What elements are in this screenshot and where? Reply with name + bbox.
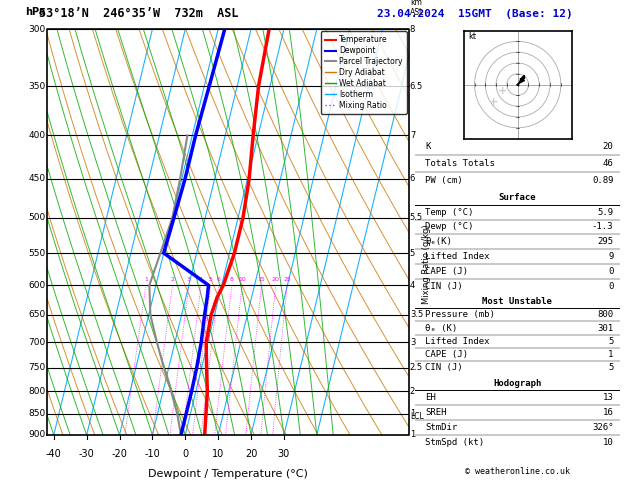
Text: hPa: hPa: [25, 7, 45, 17]
Text: Surface: Surface: [499, 193, 536, 202]
Text: 10: 10: [238, 277, 246, 282]
Text: 700: 700: [28, 338, 45, 347]
Text: 600: 600: [28, 281, 45, 290]
Text: θₑ(K): θₑ(K): [425, 237, 452, 246]
Text: 25: 25: [283, 277, 291, 282]
Text: 5: 5: [608, 363, 613, 372]
Text: 1: 1: [410, 409, 415, 418]
Text: 20: 20: [603, 142, 613, 151]
Text: 10: 10: [212, 449, 225, 459]
Text: 301: 301: [598, 324, 613, 332]
Text: θₑ (K): θₑ (K): [425, 324, 458, 332]
Text: 4: 4: [410, 281, 415, 290]
Text: 7: 7: [410, 131, 415, 140]
Text: 2: 2: [410, 387, 415, 396]
Legend: Temperature, Dewpoint, Parcel Trajectory, Dry Adiabat, Wet Adiabat, Isotherm, Mi: Temperature, Dewpoint, Parcel Trajectory…: [321, 32, 406, 114]
Text: 2: 2: [170, 277, 174, 282]
Text: 23.04.2024  15GMT  (Base: 12): 23.04.2024 15GMT (Base: 12): [377, 9, 573, 18]
Text: 5: 5: [209, 277, 213, 282]
Text: 500: 500: [28, 213, 45, 223]
Text: 1: 1: [608, 350, 613, 359]
Text: 1: 1: [410, 431, 415, 439]
Text: EH: EH: [425, 393, 436, 402]
Text: StmSpd (kt): StmSpd (kt): [425, 438, 484, 447]
Text: 0: 0: [608, 267, 613, 276]
Text: Lifted Index: Lifted Index: [425, 337, 490, 346]
Text: -40: -40: [46, 449, 62, 459]
Text: 350: 350: [28, 82, 45, 90]
Text: 3: 3: [187, 277, 191, 282]
Text: PW (cm): PW (cm): [425, 175, 463, 185]
Text: Most Unstable: Most Unstable: [482, 297, 552, 306]
Text: 0.89: 0.89: [592, 175, 613, 185]
Text: 1: 1: [144, 277, 148, 282]
Text: 400: 400: [28, 131, 45, 140]
Text: 6: 6: [410, 174, 415, 183]
Text: 13: 13: [603, 393, 613, 402]
Text: LCL: LCL: [410, 412, 423, 421]
Text: CAPE (J): CAPE (J): [425, 267, 469, 276]
Text: +: +: [489, 97, 499, 107]
Text: -30: -30: [79, 449, 94, 459]
Text: 46: 46: [603, 159, 613, 168]
Text: -10: -10: [145, 449, 160, 459]
Text: 9: 9: [608, 252, 613, 261]
Text: 20: 20: [245, 449, 257, 459]
Text: 0: 0: [608, 282, 613, 291]
Text: 6: 6: [217, 277, 221, 282]
Text: 5.5: 5.5: [410, 213, 423, 223]
Text: © weatheronline.co.uk: © weatheronline.co.uk: [465, 467, 569, 476]
Text: 15: 15: [258, 277, 265, 282]
Text: StmDir: StmDir: [425, 423, 458, 432]
Text: 800: 800: [28, 387, 45, 396]
Text: 10: 10: [603, 438, 613, 447]
Text: SREH: SREH: [425, 408, 447, 417]
Text: 16: 16: [603, 408, 613, 417]
Text: 6.5: 6.5: [410, 82, 423, 90]
Text: Mixing Ratio (g/kg): Mixing Ratio (g/kg): [423, 225, 431, 304]
Text: 3.5: 3.5: [410, 310, 423, 319]
Text: -20: -20: [111, 449, 128, 459]
Text: -1.3: -1.3: [592, 223, 613, 231]
Text: 550: 550: [28, 248, 45, 258]
Text: 8: 8: [230, 277, 234, 282]
Text: 2.5: 2.5: [410, 363, 423, 372]
Text: CIN (J): CIN (J): [425, 282, 463, 291]
Text: Dewpoint / Temperature (°C): Dewpoint / Temperature (°C): [148, 469, 308, 480]
Text: 20: 20: [272, 277, 280, 282]
Text: 4: 4: [199, 277, 203, 282]
Text: Dewp (°C): Dewp (°C): [425, 223, 474, 231]
Text: Lifted Index: Lifted Index: [425, 252, 490, 261]
Text: 750: 750: [28, 363, 45, 372]
Text: km
ASL: km ASL: [410, 0, 424, 17]
Text: Temp (°C): Temp (°C): [425, 208, 474, 217]
Text: 800: 800: [598, 310, 613, 319]
Text: 30: 30: [278, 449, 290, 459]
Text: 326°: 326°: [592, 423, 613, 432]
Text: 5: 5: [608, 337, 613, 346]
Text: +: +: [498, 86, 507, 96]
Text: Pressure (mb): Pressure (mb): [425, 310, 495, 319]
Text: CIN (J): CIN (J): [425, 363, 463, 372]
Text: 300: 300: [28, 25, 45, 34]
Text: 5: 5: [410, 248, 415, 258]
Text: 8: 8: [410, 25, 415, 34]
Text: 450: 450: [28, 174, 45, 183]
Text: K: K: [425, 142, 431, 151]
Text: 53°18’N  246°35’W  732m  ASL: 53°18’N 246°35’W 732m ASL: [38, 7, 238, 20]
Text: 0: 0: [182, 449, 188, 459]
Text: 900: 900: [28, 431, 45, 439]
Text: 3: 3: [410, 338, 415, 347]
Text: Totals Totals: Totals Totals: [425, 159, 495, 168]
Text: 5.9: 5.9: [598, 208, 613, 217]
Text: Hodograph: Hodograph: [493, 379, 542, 387]
Text: 295: 295: [598, 237, 613, 246]
Text: CAPE (J): CAPE (J): [425, 350, 469, 359]
Text: 850: 850: [28, 409, 45, 418]
Text: 650: 650: [28, 310, 45, 319]
Text: kt: kt: [468, 32, 476, 41]
